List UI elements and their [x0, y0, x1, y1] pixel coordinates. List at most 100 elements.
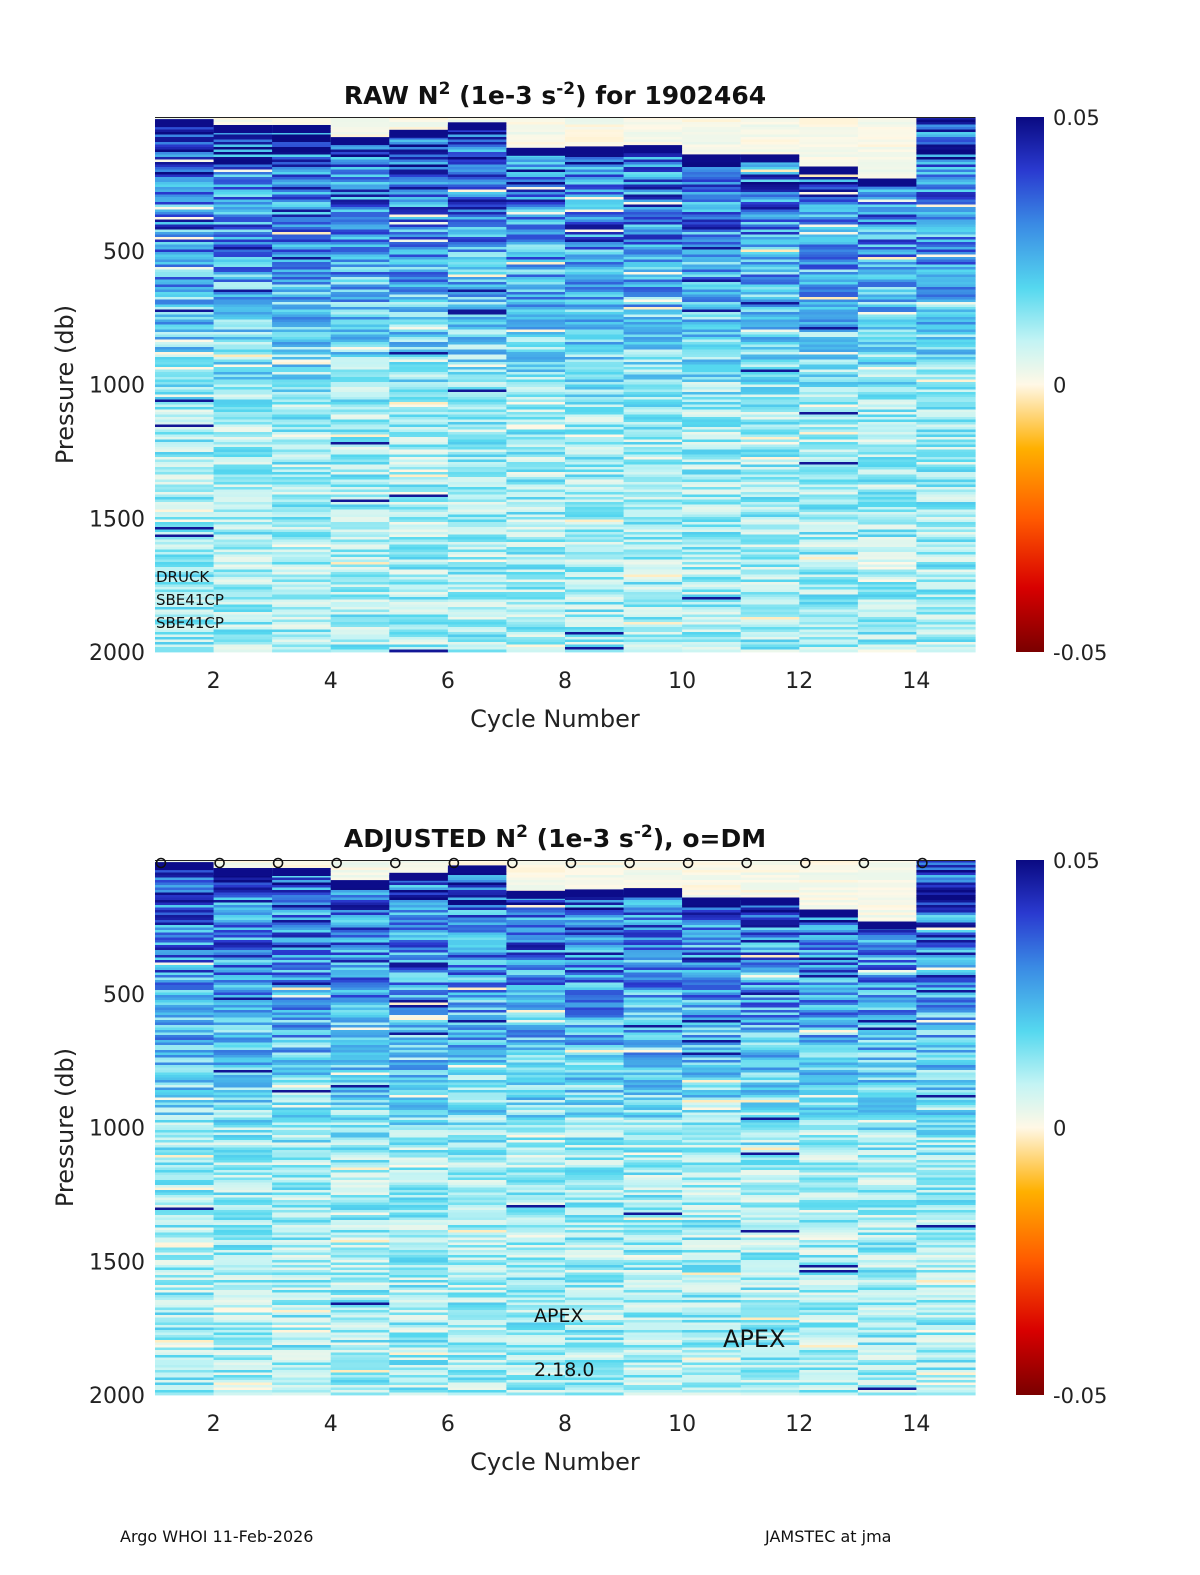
- heatmap-surface-edge-cycle-1: [155, 119, 215, 128]
- heatmap-surface-edge-cycle-2: [213, 868, 273, 876]
- heatmap-column-cycle-14: [916, 860, 976, 1396]
- dm-marker-cycle-7: [507, 857, 518, 869]
- heatmap-column-cycle-10: [682, 860, 742, 1396]
- colorbar-tick-label-1: 0: [1053, 374, 1066, 398]
- heatmap-column-cycle-8: [565, 860, 625, 1396]
- colorbar: 0.05 0 -0.05: [1016, 106, 1107, 665]
- y-axis-label: Pressure (db): [51, 1048, 79, 1207]
- x-tick-label-14: 14: [902, 1412, 930, 1437]
- heatmap-column-cycle-14: [916, 117, 976, 653]
- heatmap-surface-edge-cycle-11: [740, 897, 800, 906]
- heatmap-raw: [155, 117, 976, 653]
- dm-marker-cycle-6: [448, 857, 460, 869]
- heatmap-surface-edge-cycle-10: [682, 897, 742, 906]
- y-tick-label-1000: 1000: [89, 1117, 145, 1142]
- x-tick-label-8: 8: [558, 669, 572, 694]
- colorbar-gradient: [1016, 860, 1044, 1395]
- dm-marker-cycle-3: [272, 857, 284, 869]
- x-tick-label-12: 12: [785, 1412, 813, 1437]
- y-tick-label-1000: 1000: [89, 374, 145, 399]
- heatmap-surface-edge-cycle-13: [857, 178, 918, 187]
- colorbar-gradient: [1016, 117, 1044, 652]
- x-tick-label-8: 8: [558, 1412, 572, 1437]
- heatmap-column-cycle-8: [565, 117, 625, 653]
- colorbar: 0.05 0 -0.05: [1016, 849, 1107, 1408]
- x-tick-label-12: 12: [785, 669, 813, 694]
- panel-adjusted: ADJUSTED N2 (1e-3 s-2), o=DM 2 4 6 8 10 12 14 Cy…: [51, 822, 1107, 1476]
- heatmap-surface-edge-cycle-3: [272, 868, 332, 876]
- dm-marker-cycle-10: [682, 857, 694, 869]
- heatmap-surface-edge-cycle-8: [565, 146, 625, 155]
- x-tick-label-6: 6: [441, 1412, 455, 1437]
- dm-marker-cycle-11: [741, 857, 753, 869]
- heatmap-column-cycle-7: [506, 117, 566, 653]
- heatmap-surface-edge-cycle-11: [740, 154, 800, 163]
- heatmap-column-cycle-6: [447, 117, 508, 653]
- dm-marker-cycle-4: [331, 857, 343, 869]
- heatmap-column-cycle-7: [506, 860, 566, 1396]
- heatmap-surface-edge-cycle-8: [565, 889, 625, 898]
- dm-marker-cycle-5: [389, 857, 401, 869]
- x-tick-label-4: 4: [324, 669, 338, 694]
- heatmap-column-cycle-2: [213, 860, 273, 1396]
- colorbar-tick-label-0: 0.05: [1053, 849, 1100, 873]
- x-tick-label-2: 2: [207, 1412, 221, 1437]
- heatmap-column-cycle-5: [389, 860, 449, 1396]
- heatmap-surface-edge-cycle-7: [506, 147, 566, 156]
- x-tick-label-10: 10: [668, 1412, 696, 1437]
- annotation-sensor-2: SBE41CP: [156, 614, 224, 632]
- heatmap-surface-edge-cycle-5: [389, 129, 449, 138]
- y-tick-label-1500: 1500: [89, 507, 145, 532]
- heatmap-column-cycle-9: [623, 860, 683, 1396]
- dm-marker-cycle-9: [624, 857, 635, 869]
- heatmap-column-cycle-13: [857, 860, 918, 1396]
- heatmap-surface-edge-cycle-1: [155, 862, 215, 871]
- annotation-sensor-1: SBE41CP: [156, 591, 224, 609]
- heatmap-column-cycle-3: [272, 860, 332, 1396]
- y-axis-label: Pressure (db): [51, 305, 79, 464]
- heatmap-column-cycle-11: [740, 860, 800, 1396]
- dm-marker-cycle-8: [565, 857, 577, 869]
- heatmap-column-cycle-12: [799, 117, 859, 653]
- dm-marker-cycle-1: [155, 857, 167, 869]
- colorbar-tick-label-1: 0: [1053, 1117, 1066, 1141]
- colorbar-tick-label-2: -0.05: [1053, 641, 1107, 665]
- heatmap-surface-edge-cycle-4: [330, 880, 390, 889]
- dm-marker-cycle-13: [858, 857, 870, 869]
- heatmap-adjusted: [155, 860, 976, 1396]
- heatmap-surface-edge-cycle-2: [213, 125, 273, 133]
- x-tick-label-6: 6: [441, 669, 455, 694]
- heatmap-column-cycle-5: [389, 117, 449, 653]
- heatmap-surface-edge-cycle-3: [272, 125, 332, 133]
- chart-title: ADJUSTED N2 (1e-3 s-2), o=DM: [344, 822, 766, 853]
- heatmap-column-cycle-1: [155, 117, 215, 653]
- footer-credit-left: Argo WHOI 11-Feb-2026: [120, 1527, 314, 1546]
- dm-markers: [155, 857, 928, 869]
- heatmap-column-cycle-11: [740, 117, 800, 653]
- heatmap-column-cycle-3: [272, 117, 332, 653]
- heatmap-surface-edge-cycle-13: [857, 921, 918, 930]
- x-tick-label-4: 4: [324, 1412, 338, 1437]
- heatmap-column-cycle-9: [623, 117, 683, 653]
- y-tick-label-1500: 1500: [89, 1250, 145, 1275]
- y-tick-label-2000: 2000: [89, 641, 145, 666]
- heatmap-column-cycle-4: [330, 860, 390, 1396]
- chart-title: RAW N2 (1e-3 s-2) for 1902464: [344, 79, 766, 110]
- dm-marker-cycle-12: [799, 857, 811, 869]
- x-tick-label-2: 2: [207, 669, 221, 694]
- colorbar-tick-label-0: 0.05: [1053, 106, 1100, 130]
- colorbar-tick-label-2: -0.05: [1053, 1384, 1107, 1408]
- x-axis-label: Cycle Number: [470, 1448, 640, 1476]
- annotation-platform-1: APEX: [723, 1325, 786, 1353]
- heatmap-surface-edge-cycle-12: [799, 909, 859, 918]
- heatmap-surface-edge-cycle-6: [447, 122, 508, 131]
- annotation-platform-2: 2.18.0: [534, 1359, 594, 1381]
- y-tick-label-2000: 2000: [89, 1384, 145, 1409]
- panel-raw: RAW N2 (1e-3 s-2) for 1902464 2 4 6 8 10 12 14 C…: [51, 79, 1107, 733]
- annotation-platform-0: APEX: [534, 1305, 583, 1327]
- y-tick-label-500: 500: [103, 983, 145, 1008]
- heatmap-column-cycle-10: [682, 117, 742, 653]
- heatmap-surface-edge-cycle-4: [330, 137, 390, 146]
- heatmap-surface-edge-cycle-10: [682, 154, 742, 163]
- heatmap-surface-edge-cycle-9: [623, 145, 683, 154]
